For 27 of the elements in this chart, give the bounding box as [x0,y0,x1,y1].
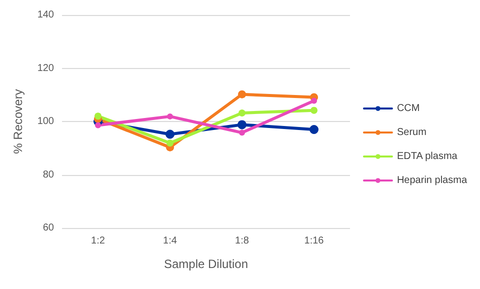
point [94,112,102,120]
y-axis-title: % Recovery [11,89,25,154]
y-tick-label: 60 [42,222,54,234]
point [238,109,246,116]
y-tick-label: 100 [37,116,54,127]
point [310,106,318,114]
point [167,113,173,120]
point [166,140,174,147]
x-tick-label: 1:4 [163,236,178,246]
point [239,130,245,136]
point [95,122,101,128]
x-tick-label: 1:8 [235,236,250,246]
x-tick-label: 1:2 [91,236,106,246]
y-tick-label: 140 [37,10,54,20]
legend-label: Serum [396,127,426,138]
point [238,120,246,130]
point [238,90,246,98]
point [311,98,317,104]
x-axis-title: Sample Dilution [164,257,248,271]
legend-label: EDTA plasma [396,151,458,162]
y-tick-label: 80 [42,169,54,180]
point [310,124,318,134]
legend-label: Heparin plasma [396,175,468,186]
x-tick-label: 1:16 [304,236,324,246]
y-tick-label: 120 [37,62,54,74]
point [166,130,174,139]
legend-label: CCM [396,103,420,114]
